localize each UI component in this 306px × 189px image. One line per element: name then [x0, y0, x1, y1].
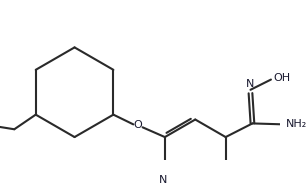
Text: NH₂: NH₂ [285, 119, 306, 129]
Text: OH: OH [273, 73, 290, 83]
Text: O: O [133, 120, 142, 130]
Text: N: N [246, 79, 255, 89]
Text: N: N [159, 175, 167, 185]
